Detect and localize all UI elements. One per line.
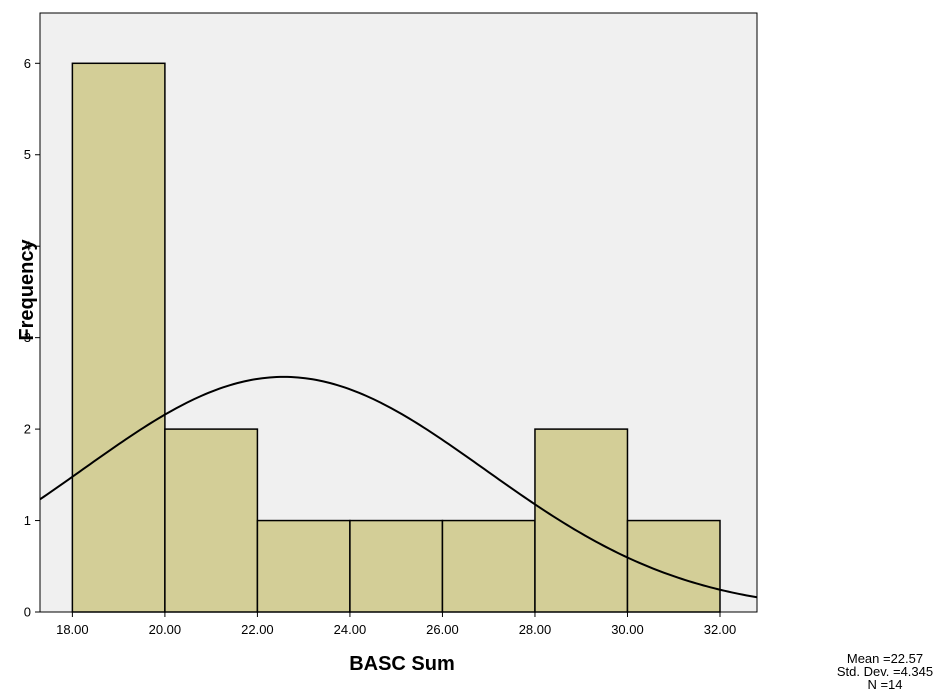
x-tick-label: 28.00 bbox=[519, 622, 552, 637]
histogram-bar-1 bbox=[71, 62, 166, 613]
y-axis-title: Frequency bbox=[16, 239, 38, 341]
y-tick-label: 6 bbox=[24, 56, 31, 71]
y-tick-label: 0 bbox=[24, 605, 31, 620]
y-tick-label: 4 bbox=[24, 239, 31, 254]
histogram-bar-6 bbox=[534, 428, 629, 613]
stat-std-dev: Std. Dev. =4.345 bbox=[836, 664, 934, 679]
y-tick-label: 2 bbox=[24, 422, 31, 437]
histogram-bars bbox=[71, 62, 721, 613]
histogram-bar-4 bbox=[349, 519, 444, 613]
y-axis-ticks: 0 1 2 3 4 5 6 bbox=[24, 56, 40, 620]
stat-n: N =14 bbox=[867, 677, 903, 692]
x-tick-label: 22.00 bbox=[241, 622, 274, 637]
histogram-bar-2 bbox=[164, 428, 259, 613]
x-tick-label: 20.00 bbox=[149, 622, 182, 637]
x-axis-ticks: 18.00 20.00 22.00 24.00 26.00 28.00 30.00 32.00 bbox=[56, 612, 736, 637]
x-tick-label: 32.00 bbox=[704, 622, 737, 637]
y-tick-label: 1 bbox=[24, 513, 31, 528]
x-tick-label: 26.00 bbox=[426, 622, 459, 637]
x-axis-title: BASC Sum bbox=[349, 653, 455, 675]
normal-curve bbox=[39, 375, 758, 599]
y-tick-label: 3 bbox=[24, 330, 31, 345]
x-tick-label: 24.00 bbox=[334, 622, 367, 637]
axes bbox=[39, 13, 757, 613]
histogram-bar-5 bbox=[441, 519, 536, 613]
x-tick-label: 18.00 bbox=[56, 622, 89, 637]
stat-mean: Mean =22.57 bbox=[846, 651, 924, 666]
y-tick-label: 5 bbox=[24, 147, 31, 162]
summary-stats: Mean =22.57 Std. Dev. =4.345 N =14 bbox=[830, 652, 940, 691]
histogram-bar-7 bbox=[626, 519, 721, 613]
histogram-bar-3 bbox=[256, 519, 351, 613]
x-tick-label: 30.00 bbox=[611, 622, 644, 637]
